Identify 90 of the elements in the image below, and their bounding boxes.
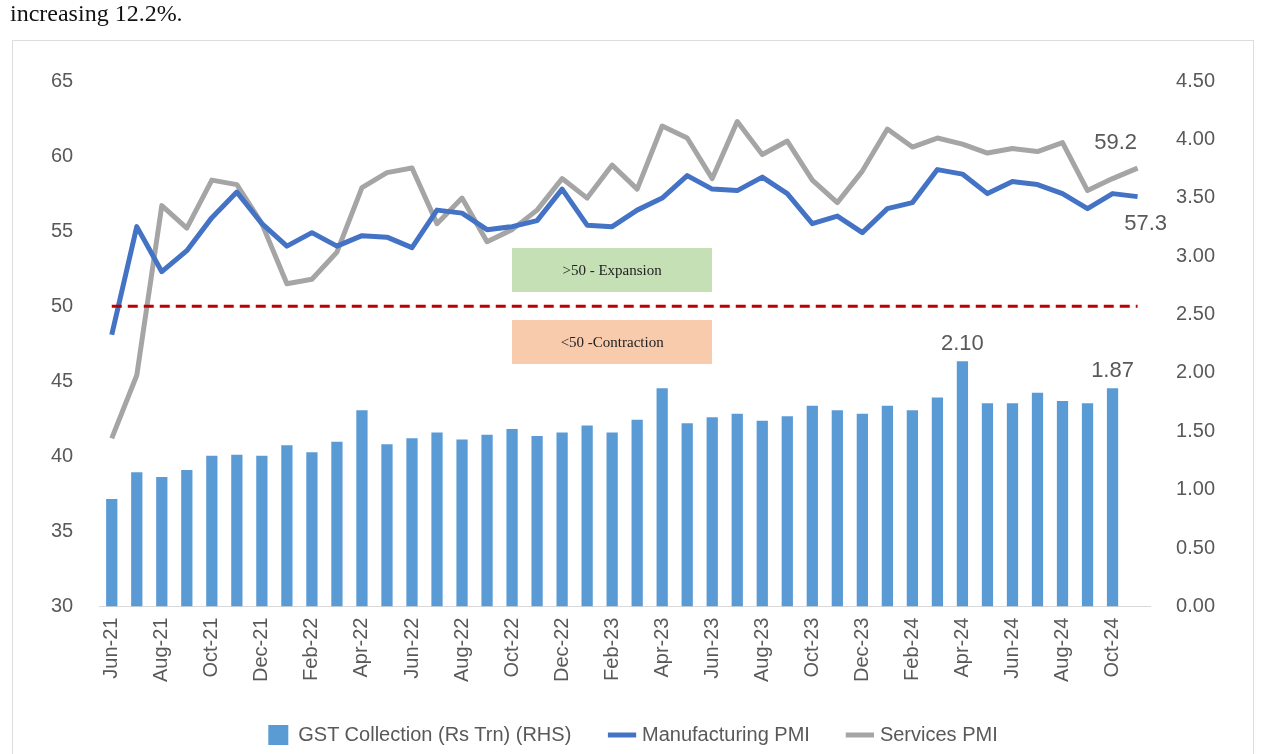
bar: [331, 441, 343, 607]
data-label: 59.2: [1094, 129, 1137, 155]
bar: [1031, 392, 1044, 607]
y-tick-label: 60: [51, 143, 74, 166]
x-tick-label: Feb-24: [899, 617, 922, 681]
x-tick-label: Dec-21: [249, 617, 272, 682]
bar: [131, 472, 143, 607]
y2-tick-label: 2.00: [1176, 360, 1216, 383]
x-tick-label: Apr-24: [949, 617, 972, 678]
bar: [906, 410, 919, 607]
data-label: 57.3: [1124, 209, 1167, 235]
x-tick-label: Jun-24: [999, 617, 1022, 679]
bar: [656, 388, 668, 607]
bar: [231, 454, 243, 607]
bar: [356, 410, 368, 607]
bar: [306, 452, 318, 607]
bar: [781, 416, 793, 607]
bar: [806, 405, 818, 607]
y2-tick-label: 1.00: [1176, 477, 1216, 500]
y2-tick-label: 2.50: [1176, 302, 1216, 325]
bar: [531, 436, 543, 607]
data-label: 1.87: [1091, 357, 1134, 383]
bar: [1056, 400, 1069, 607]
bar: [831, 410, 843, 607]
x-tick-label: Apr-22: [349, 617, 372, 678]
y2-tick-label: 0.50: [1176, 535, 1216, 558]
bar: [1106, 388, 1119, 607]
bar: [756, 420, 768, 607]
bar: [156, 476, 168, 607]
y-tick-label: 65: [51, 68, 74, 91]
note-box: >50 - Expansion: [512, 248, 713, 293]
bar: [1006, 403, 1019, 607]
bar: [931, 397, 944, 607]
bar: [681, 423, 693, 607]
y-tick-label: 35: [51, 518, 74, 541]
bar: [431, 432, 443, 607]
y2-tick-label: 4.50: [1176, 68, 1216, 91]
y-tick-label: 50: [51, 293, 74, 316]
legend-label: Services PMI: [879, 722, 998, 745]
x-tick-label: Oct-21: [199, 617, 222, 678]
bar: [256, 455, 268, 607]
bar: [406, 438, 418, 607]
x-tick-label: Jun-23: [699, 617, 722, 679]
y-tick-label: 55: [51, 218, 74, 241]
y2-tick-label: 3.00: [1176, 243, 1216, 266]
y-tick-label: 40: [51, 443, 74, 466]
x-tick-label: Jun-22: [399, 617, 422, 679]
bar: [581, 425, 593, 607]
x-tick-label: Aug-22: [449, 617, 472, 683]
bar: [856, 413, 868, 607]
x-tick-label: Aug-23: [749, 617, 772, 683]
y2-tick-label: 1.50: [1176, 418, 1216, 441]
y2-tick-label: 4.00: [1176, 126, 1216, 149]
bar: [281, 445, 293, 607]
bar: [956, 361, 969, 607]
x-tick-label: Aug-21: [149, 617, 172, 683]
bar: [1081, 403, 1094, 607]
note-box: <50 -Contraction: [512, 320, 713, 365]
x-tick-label: Apr-23: [649, 617, 672, 678]
bar: [606, 432, 618, 607]
y2-tick-label: 0.00: [1176, 594, 1216, 617]
bar: [506, 429, 518, 607]
x-tick-label: Oct-24: [1100, 617, 1123, 678]
bar: [981, 403, 994, 607]
x-tick-label: Feb-23: [599, 617, 622, 681]
x-tick-label: Feb-22: [299, 617, 322, 681]
legend-label: GST Collection (Rs Trn) (RHS): [298, 722, 572, 745]
chart-title: increasing 12.2%.: [10, 0, 183, 27]
bar: [881, 405, 893, 607]
x-tick-label: Aug-24: [1050, 617, 1073, 683]
bar: [481, 434, 493, 607]
x-tick-label: Dec-22: [549, 617, 572, 682]
x-tick-label: Oct-23: [799, 617, 822, 678]
x-tick-label: Dec-23: [849, 617, 872, 682]
x-tick-label: Jun-21: [99, 617, 122, 679]
bar: [106, 499, 118, 607]
data-label: 2.10: [941, 330, 984, 356]
bar: [381, 444, 393, 607]
y2-tick-label: 3.50: [1176, 185, 1216, 208]
bar: [631, 419, 643, 607]
x-tick-label: Oct-22: [499, 617, 522, 678]
y-tick-label: 45: [51, 368, 74, 391]
bar: [206, 455, 218, 607]
bar: [706, 417, 718, 607]
legend-label: Manufacturing PMI: [642, 722, 810, 745]
bar: [181, 469, 193, 607]
bar: [731, 413, 743, 607]
bar: [456, 439, 468, 607]
y-tick-label: 30: [51, 594, 74, 617]
bar: [556, 432, 568, 607]
